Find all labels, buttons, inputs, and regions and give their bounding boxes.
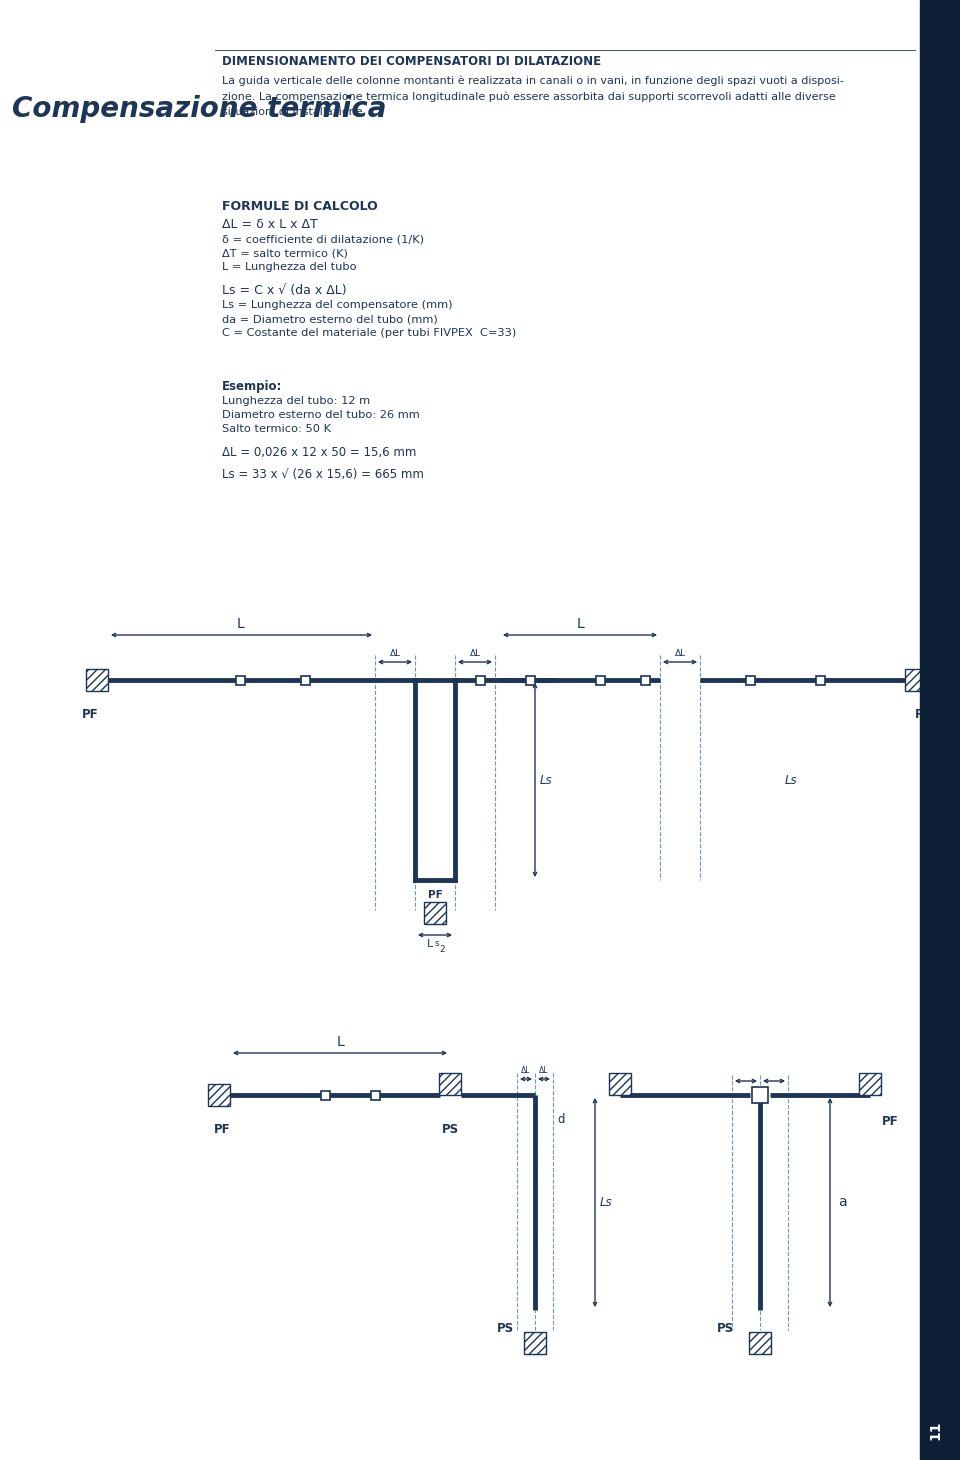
Bar xyxy=(920,0,960,1460)
Text: ΔT = salto termico (K): ΔT = salto termico (K) xyxy=(222,248,348,258)
Bar xyxy=(321,1091,329,1099)
Bar xyxy=(524,1332,546,1353)
Text: Lunghezza del tubo: 12 m: Lunghezza del tubo: 12 m xyxy=(222,396,371,406)
Bar xyxy=(371,1091,379,1099)
Text: a: a xyxy=(838,1194,847,1209)
Bar xyxy=(208,1083,230,1107)
Text: PS: PS xyxy=(442,1123,459,1136)
Text: FORMULE DI CALCOLO: FORMULE DI CALCOLO xyxy=(222,200,377,213)
Bar xyxy=(746,676,755,685)
Bar xyxy=(905,669,927,691)
Text: Ls: Ls xyxy=(600,1196,612,1209)
Bar xyxy=(859,1073,881,1095)
Text: Esempio:: Esempio: xyxy=(222,380,282,393)
Text: L: L xyxy=(427,939,433,949)
Text: Compensazione termica: Compensazione termica xyxy=(12,95,387,123)
Bar xyxy=(815,676,825,685)
Text: d: d xyxy=(557,1113,564,1126)
Text: zione. La compensazione termica longitudinale può essere assorbita dai supporti : zione. La compensazione termica longitud… xyxy=(222,91,836,102)
Text: ΔL = δ x L x ΔT: ΔL = δ x L x ΔT xyxy=(222,218,318,231)
Text: s: s xyxy=(435,939,440,948)
Text: C = Costante del materiale (per tubi FIVPEX  C=33): C = Costante del materiale (per tubi FIV… xyxy=(222,328,516,339)
Text: Ls: Ls xyxy=(785,774,798,787)
Text: Ls = C x √ (da x ΔL): Ls = C x √ (da x ΔL) xyxy=(222,285,347,296)
Text: ΔL: ΔL xyxy=(540,1066,549,1075)
Text: Salto termico: 50 K: Salto termico: 50 K xyxy=(222,423,331,434)
Text: 2: 2 xyxy=(439,945,444,953)
Text: ΔL: ΔL xyxy=(521,1066,531,1075)
Bar xyxy=(749,1332,771,1353)
Text: L = Lunghezza del tubo: L = Lunghezza del tubo xyxy=(222,261,356,272)
Text: ΔL: ΔL xyxy=(390,650,400,658)
Text: 11: 11 xyxy=(928,1421,942,1440)
Bar xyxy=(752,1088,768,1102)
Bar xyxy=(86,669,108,691)
Text: PF: PF xyxy=(427,891,443,899)
Text: Diametro esterno del tubo: 26 mm: Diametro esterno del tubo: 26 mm xyxy=(222,410,420,420)
Text: PF: PF xyxy=(882,1115,899,1129)
Text: situazioni di installazione.: situazioni di installazione. xyxy=(222,107,367,117)
Bar xyxy=(439,1073,461,1095)
Text: L: L xyxy=(336,1035,344,1048)
Text: ΔL = 0,026 x 12 x 50 = 15,6 mm: ΔL = 0,026 x 12 x 50 = 15,6 mm xyxy=(222,445,417,458)
Text: La guida verticale delle colonne montanti è realizzata in canali o in vani, in f: La guida verticale delle colonne montant… xyxy=(222,74,844,86)
Text: ΔL: ΔL xyxy=(675,650,685,658)
Text: da = Diametro esterno del tubo (mm): da = Diametro esterno del tubo (mm) xyxy=(222,314,438,324)
Text: Ls = Lunghezza del compensatore (mm): Ls = Lunghezza del compensatore (mm) xyxy=(222,299,452,310)
Bar xyxy=(424,902,446,924)
Bar xyxy=(525,676,535,685)
Text: PF: PF xyxy=(214,1123,230,1136)
Text: PF: PF xyxy=(82,708,98,721)
Bar xyxy=(235,676,245,685)
Text: PS: PS xyxy=(716,1321,733,1334)
Bar xyxy=(609,1073,631,1095)
Text: δ = coefficiente di dilatazione (1/K): δ = coefficiente di dilatazione (1/K) xyxy=(222,234,424,244)
Bar xyxy=(640,676,650,685)
Text: ΔL: ΔL xyxy=(469,650,481,658)
Text: Ls = 33 x √ (26 x 15,6) = 665 mm: Ls = 33 x √ (26 x 15,6) = 665 mm xyxy=(222,469,424,480)
Text: DIMENSIONAMENTO DEI COMPENSATORI DI DILATAZIONE: DIMENSIONAMENTO DEI COMPENSATORI DI DILA… xyxy=(222,55,601,69)
Bar xyxy=(595,676,605,685)
Bar xyxy=(300,676,309,685)
Text: L: L xyxy=(576,618,584,631)
Text: Ls: Ls xyxy=(540,774,553,787)
Bar xyxy=(475,676,485,685)
Text: L: L xyxy=(237,618,245,631)
Text: PF: PF xyxy=(915,708,931,721)
Text: PS: PS xyxy=(496,1321,514,1334)
